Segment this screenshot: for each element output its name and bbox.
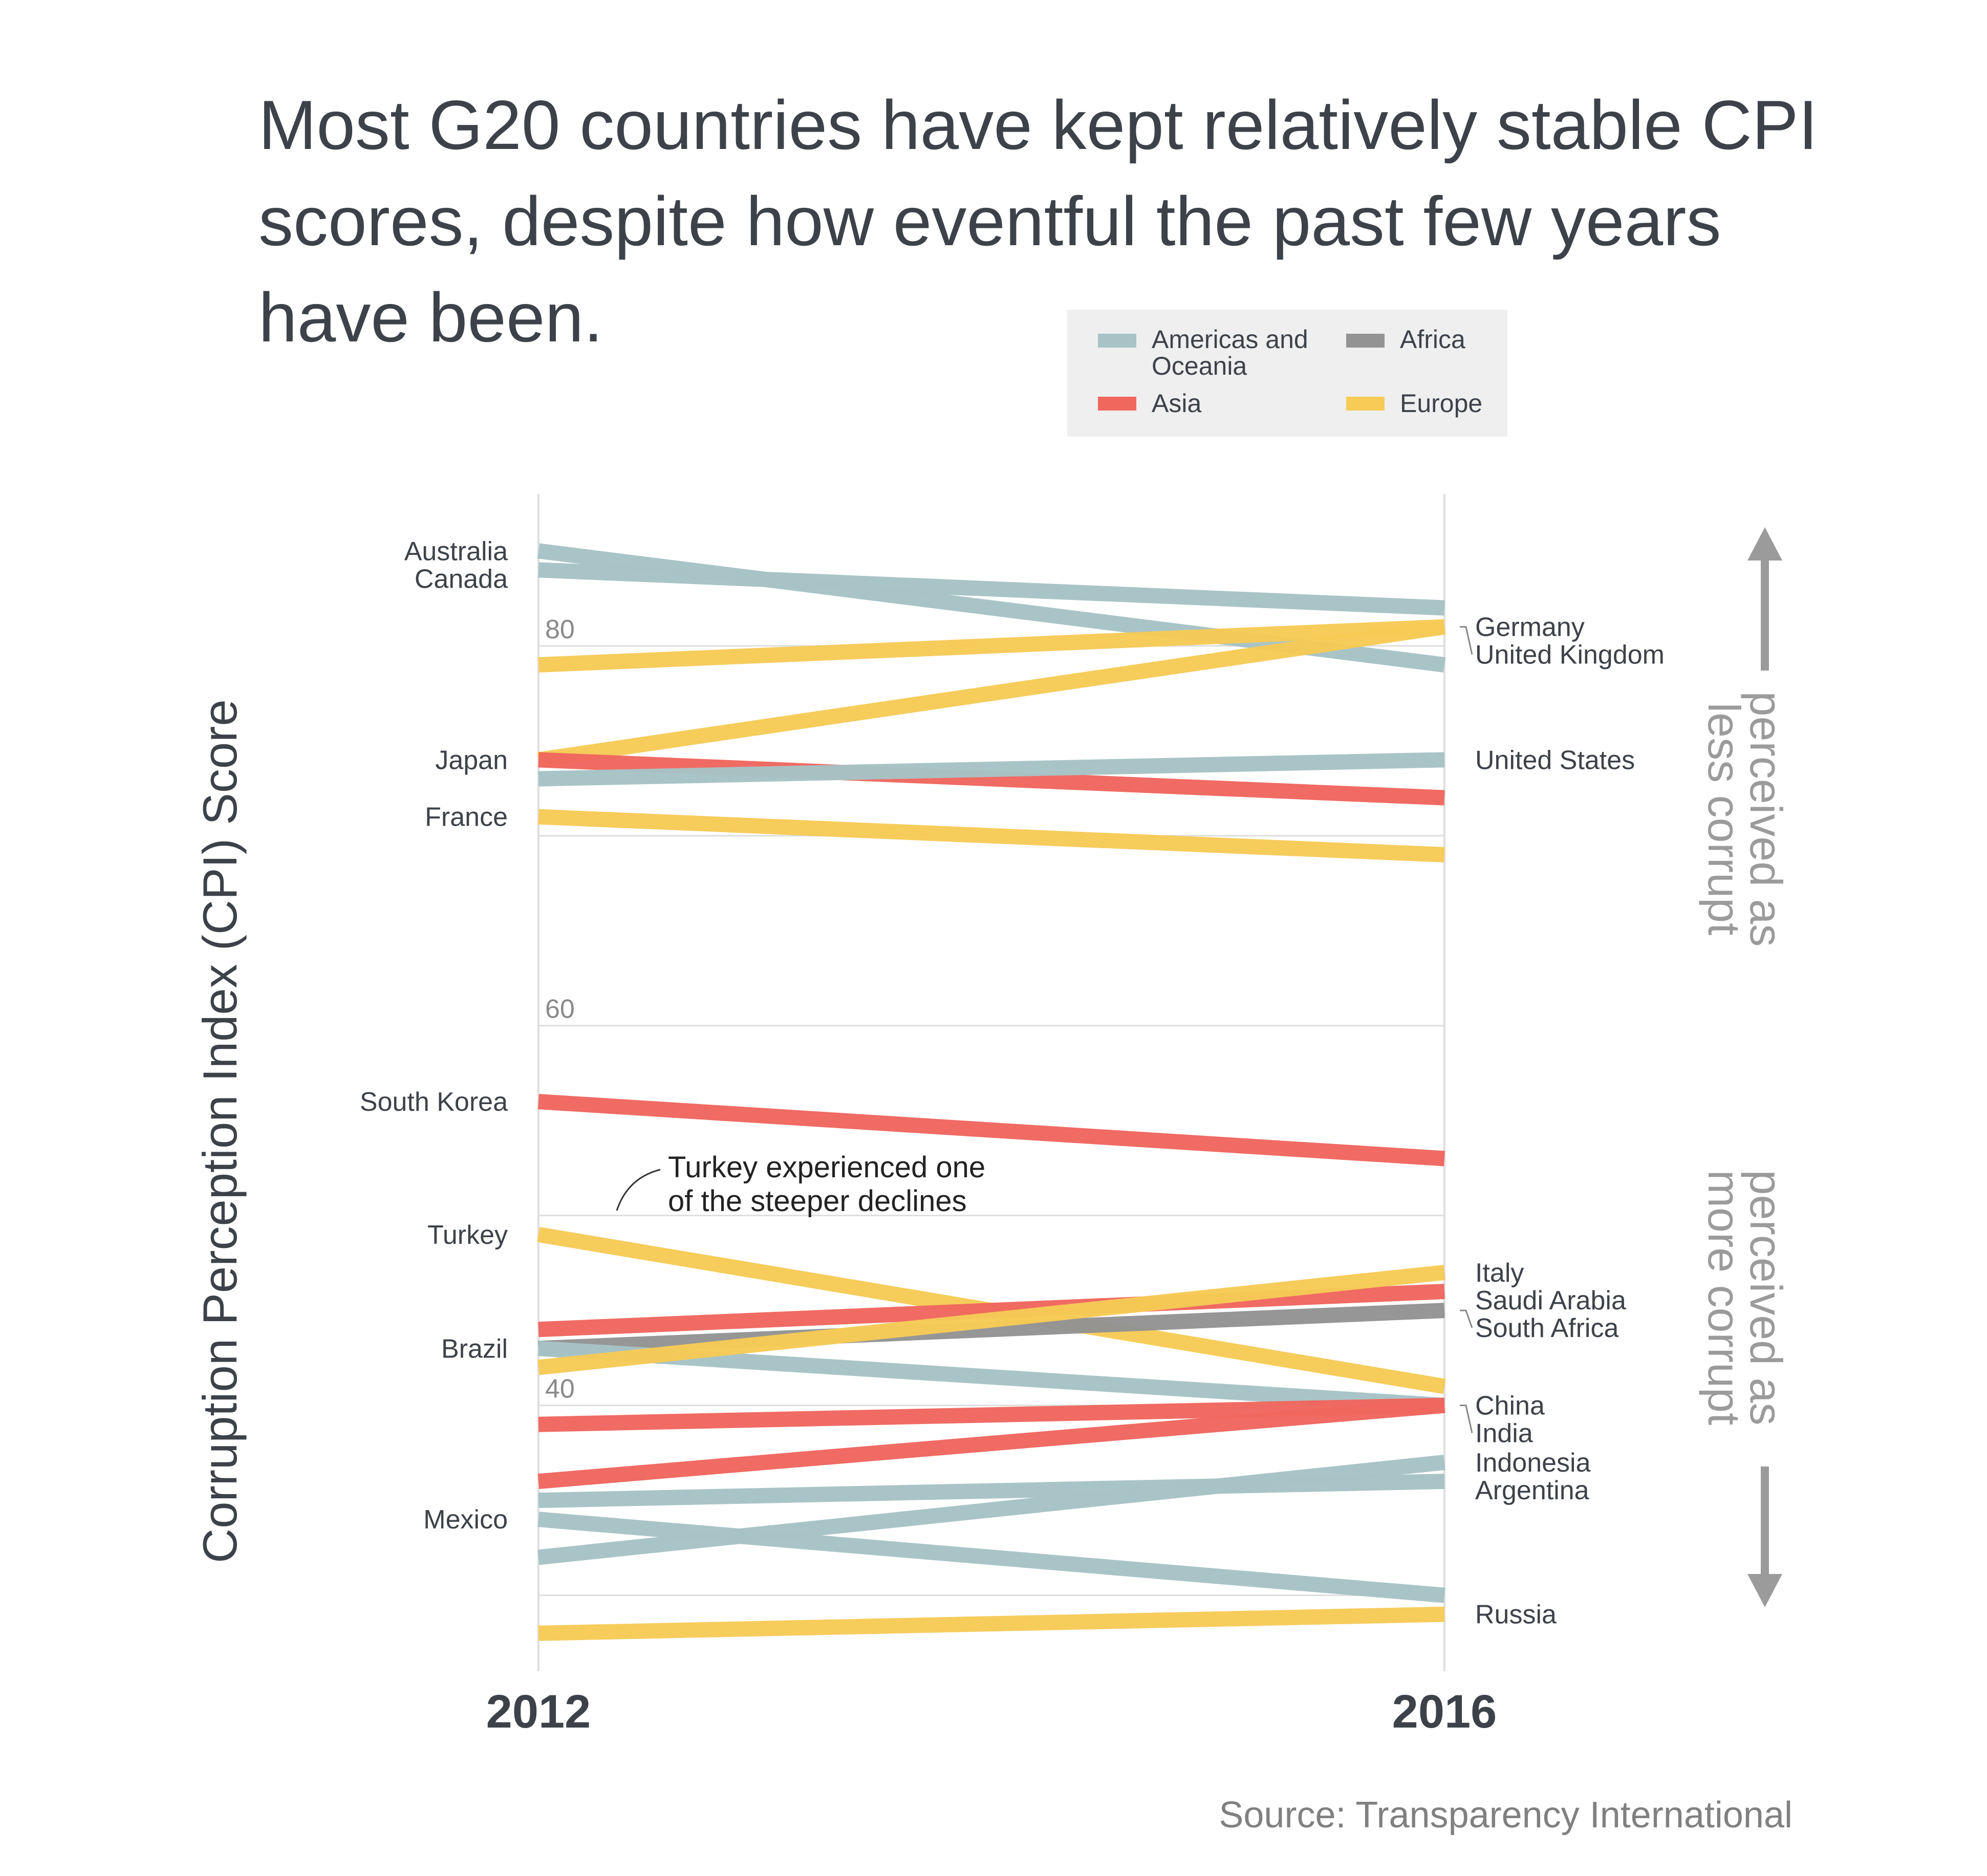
series-line-saudi-arabia — [538, 1284, 1445, 1338]
label-less-corrupt-line-1: perceived as — [1741, 692, 1791, 947]
country-label-brazil: Brazil — [441, 1334, 508, 1364]
series-line-china — [538, 1397, 1445, 1432]
annotation-leader — [616, 1169, 661, 1211]
country-label-japan: Japan — [435, 745, 508, 775]
x-tick-label-2016: 2016 — [1392, 1686, 1497, 1738]
y-tick-label: 40 — [545, 1374, 575, 1404]
series-line-united-kingdom — [537, 619, 1446, 768]
country-label-australia: Australia — [404, 536, 508, 566]
series-line-united-states — [538, 752, 1445, 787]
country-label-russia: Russia — [1475, 1600, 1557, 1630]
up-arrow-icon — [1747, 527, 1782, 560]
series-line-south-korea — [538, 1094, 1445, 1167]
legend-swatch-africa — [1346, 334, 1385, 348]
country-label-germany: Germany — [1475, 613, 1585, 642]
country-label-argentina: Argentina — [1475, 1476, 1589, 1505]
legend-label-africa: Africa — [1400, 325, 1465, 354]
annotation-line-2: of the steeper declines — [668, 1184, 967, 1218]
label-more-corrupt-line-1: perceived as — [1741, 1170, 1791, 1426]
legend-label-asia: Asia — [1152, 389, 1202, 418]
legend-label-americas: Americas and Oceania — [1152, 325, 1308, 380]
legend: Americas and Oceania Africa Asia Europe — [1067, 310, 1507, 437]
annotation-line-1: Turkey experienced one — [668, 1151, 985, 1184]
country-label-france: France — [425, 803, 508, 832]
series-lines — [537, 543, 1446, 1641]
series-line-italy — [537, 1265, 1445, 1375]
series-line-india — [537, 1397, 1445, 1489]
leader-line — [1460, 1309, 1473, 1328]
down-arrow-icon — [1747, 1574, 1782, 1607]
country-label-italy: Italy — [1475, 1258, 1524, 1288]
legend-swatch-europe — [1346, 397, 1385, 411]
series-line-south-africa — [538, 1303, 1445, 1356]
series-line-mexico — [537, 1512, 1445, 1603]
chart-title: Most G20 countries have kept relatively … — [258, 86, 1818, 356]
series-line-france — [538, 809, 1445, 862]
label-less-corrupt-line-2: less corrupt — [1699, 703, 1750, 936]
country-label-indonesia: Indonesia — [1475, 1448, 1591, 1478]
series-line-indonesia — [537, 1455, 1445, 1565]
country-label-canada: Canada — [415, 564, 508, 594]
country-label-saudi-arabia: Saudi Arabia — [1475, 1286, 1626, 1316]
series-line-germany — [538, 619, 1445, 673]
country-label-south-korea: South Korea — [360, 1087, 508, 1117]
legend-label-europe: Europe — [1400, 389, 1483, 418]
country-label-mexico: Mexico — [423, 1505, 508, 1535]
country-label-india: India — [1475, 1419, 1533, 1449]
country-label-turkey: Turkey — [427, 1220, 508, 1250]
country-label-united-kingdom: United Kingdom — [1475, 640, 1665, 670]
legend-swatch-americas — [1098, 334, 1136, 348]
leader-line — [1460, 1405, 1473, 1433]
country-label-united-states: United States — [1475, 745, 1635, 775]
series-line-japan — [538, 752, 1445, 806]
country-label-south-africa: South Africa — [1475, 1313, 1618, 1343]
source-note: Source: Transparency International — [1219, 1795, 1792, 1836]
y-axis-title: Corruption Perception Index (CPI) Score — [193, 699, 247, 1563]
y-tick-label: 80 — [545, 615, 575, 644]
series-line-canada — [538, 562, 1445, 616]
y-tick-label: 60 — [545, 995, 575, 1024]
series-line-russia — [538, 1606, 1445, 1641]
x-tick-label-2012: 2012 — [486, 1686, 591, 1738]
country-label-china: China — [1475, 1391, 1545, 1421]
leader-line — [1460, 626, 1473, 655]
label-more-corrupt-line-2: more corrupt — [1699, 1170, 1750, 1426]
legend-swatch-asia — [1098, 397, 1136, 411]
